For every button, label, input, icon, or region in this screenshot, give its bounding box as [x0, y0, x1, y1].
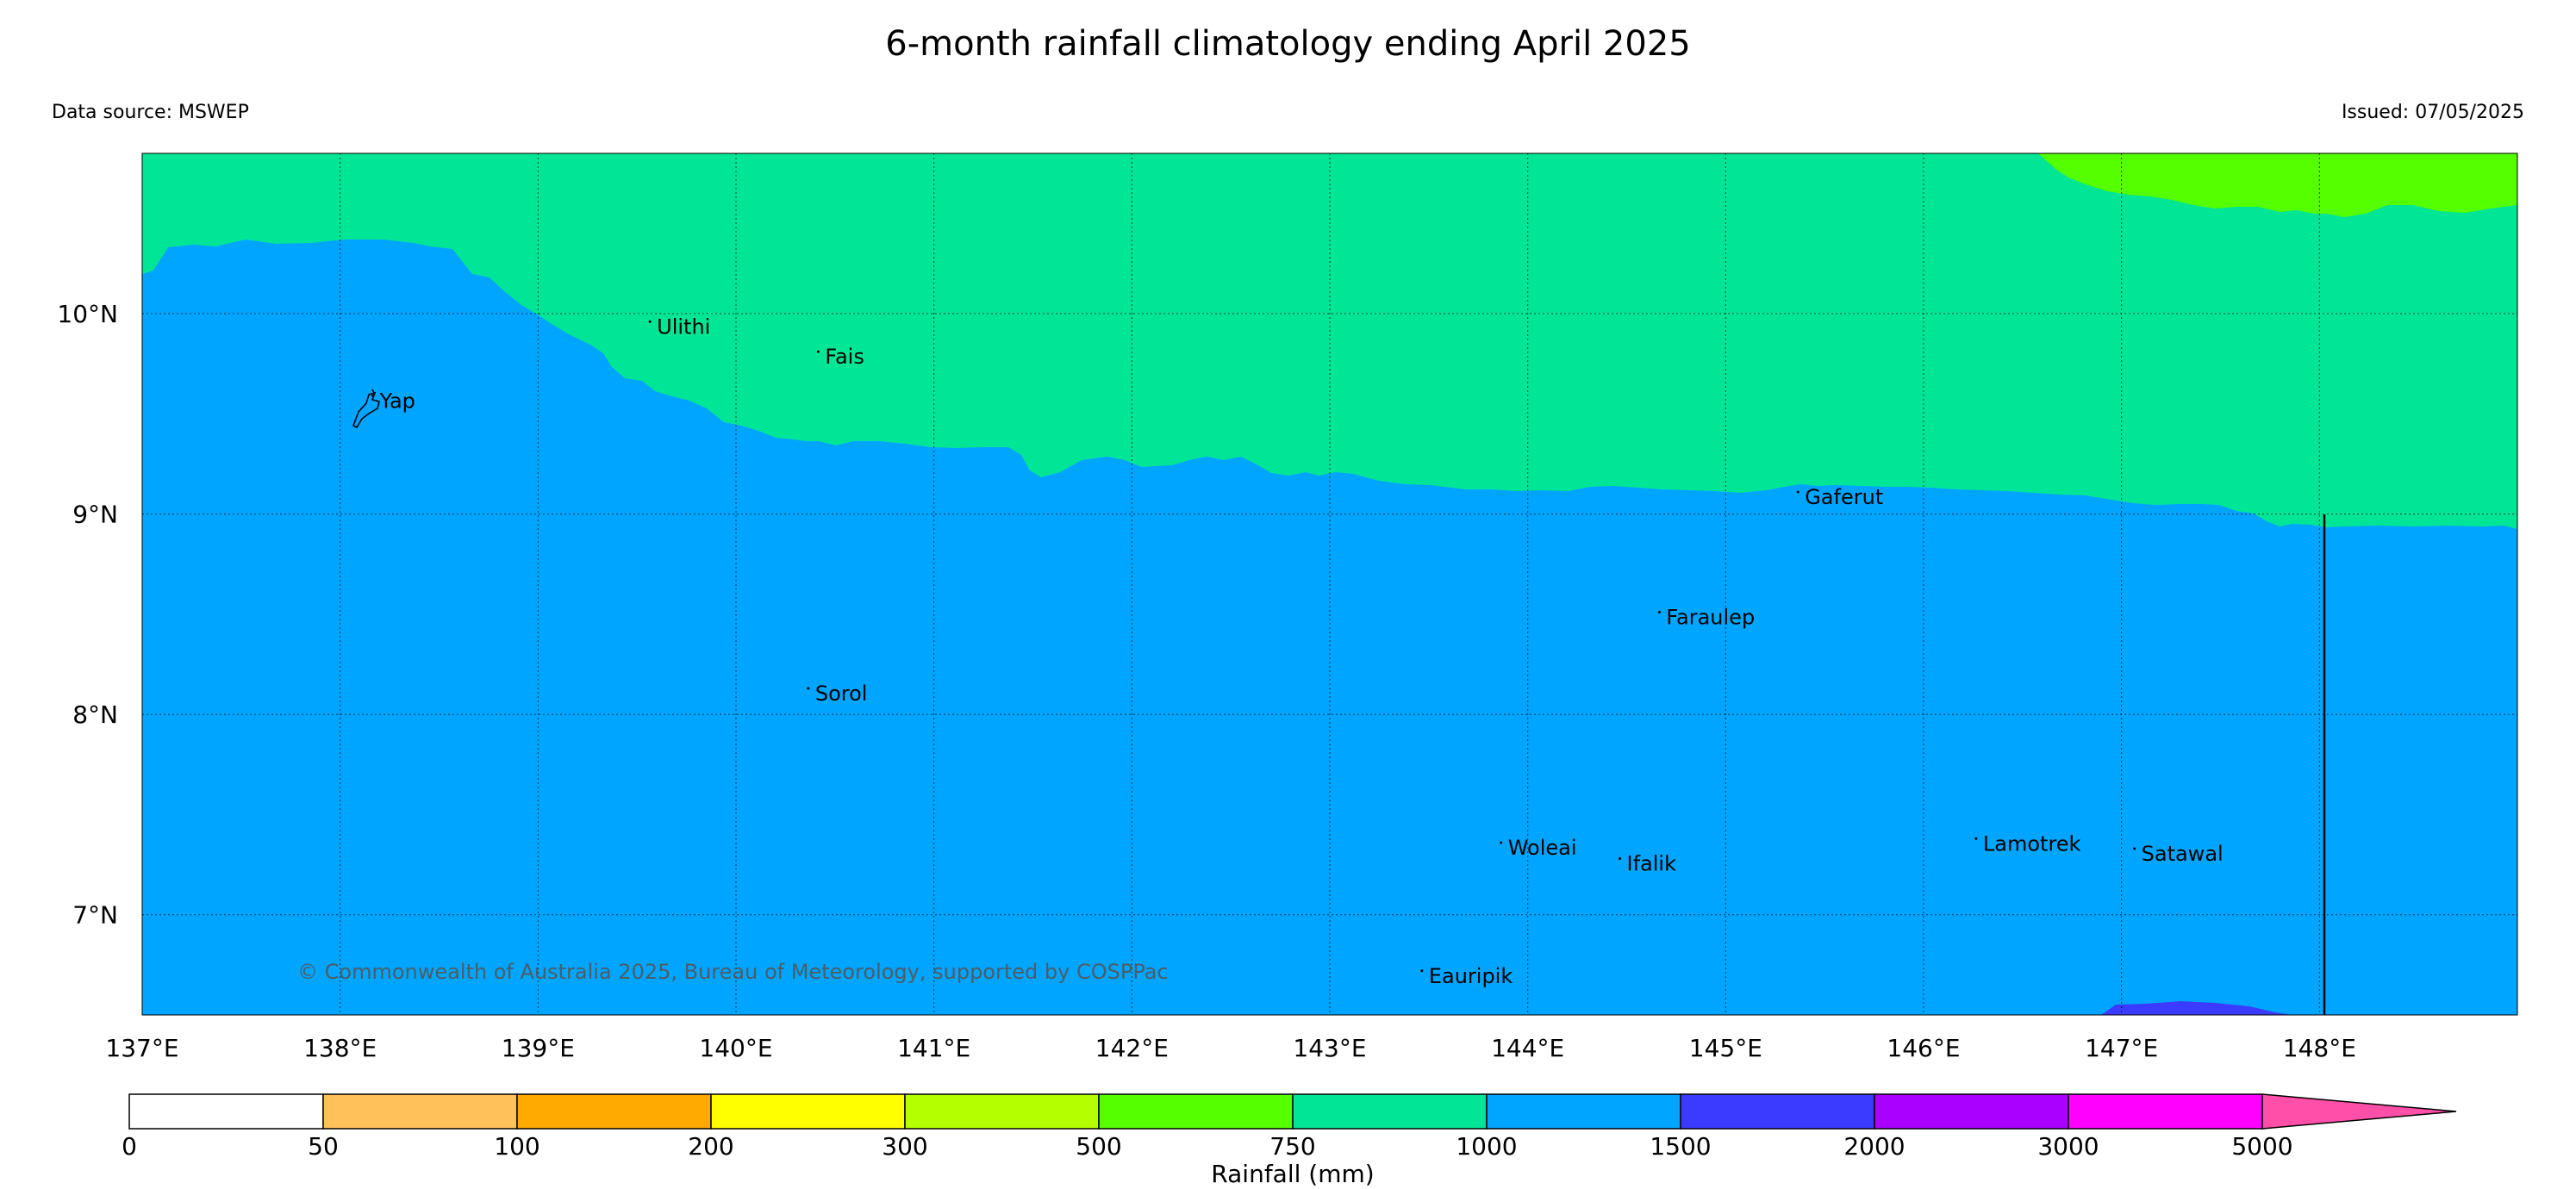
island-marker: [1796, 490, 1799, 494]
longitude-tick-label: 147°E: [2085, 1034, 2158, 1062]
map-frame: [141, 153, 2518, 1016]
island-marker: [816, 350, 820, 353]
colorbar-tick-label: 300: [882, 1132, 927, 1161]
colorbar-segment: [322, 1093, 518, 1130]
island-marker: [807, 687, 810, 690]
place-label: Ifalik: [1627, 852, 1677, 876]
colorbar-tick-label: 50: [308, 1132, 339, 1161]
latitude-tick-label: 7°N: [72, 901, 118, 930]
longitude-tick-label: 139°E: [502, 1034, 575, 1062]
chart-title: 6-month rainfall climatology ending Apri…: [885, 24, 1691, 64]
place-label: Fais: [825, 345, 864, 369]
colorbar-tick-label: 1000: [1456, 1132, 1517, 1161]
colorbar-tick-label: 100: [494, 1132, 540, 1161]
colorbar-tick-label: 5000: [2231, 1132, 2292, 1161]
island-marker: [371, 394, 375, 397]
longitude-tick-label: 144°E: [1491, 1034, 1564, 1062]
zone-1500-2000: [2101, 1001, 2292, 1015]
longitude-tick-label: 145°E: [1689, 1034, 1762, 1062]
colorbar-tick-label: 1500: [1650, 1132, 1711, 1161]
colorbar-segment: [904, 1093, 1100, 1130]
longitude-tick-label: 148°E: [2283, 1034, 2356, 1062]
place-labels: Ulithi Fais Yap Gaferut Faraulep Sorol Woleai I…: [371, 314, 2224, 988]
place-label: Yap: [379, 389, 415, 413]
longitude-labels: 137°E 138°E 139°E 140°E 141°E 142°E 143°E 144°E…: [105, 1034, 2355, 1062]
yap-island-outline: [352, 389, 380, 429]
colorbar-segment: [2068, 1093, 2263, 1130]
colorbar-tick-label: 0: [122, 1132, 137, 1161]
latitude-tick-label: 8°N: [72, 700, 118, 729]
place-label: Gaferut: [1805, 485, 1883, 509]
latitude-tick-label: 10°N: [57, 300, 118, 328]
longitude-tick-label: 142°E: [1095, 1034, 1169, 1062]
place-label: Woleai: [1508, 836, 1577, 860]
place-label: Eauripik: [1429, 964, 1513, 988]
data-source-label: Data source: MSWEP: [52, 102, 249, 123]
colorbar-segment: [1292, 1093, 1488, 1130]
colorbar-segment: [516, 1093, 712, 1130]
colorbar: 0 50 100 200 300 500 750 1000 1500 2000 3000 5000: [122, 1093, 2457, 1161]
island-marker: [1619, 857, 1621, 861]
island-marker: [1500, 841, 1503, 844]
latitude-tick-label: 9°N: [72, 501, 118, 529]
longitude-tick-label: 141°E: [897, 1034, 970, 1062]
island-marker: [1974, 837, 1978, 840]
colorbar-tick-label: 200: [688, 1132, 733, 1161]
island-marker: [648, 320, 652, 323]
island-marker: [1657, 611, 1661, 614]
colorbar-tick-label: 2000: [1843, 1132, 1905, 1161]
colorbar-tick-label: 500: [1076, 1132, 1121, 1161]
colorbar-segment: [1486, 1093, 1681, 1130]
colorbar-tick-label: 3000: [2037, 1132, 2099, 1161]
longitude-tick-label: 146°E: [1887, 1034, 1960, 1062]
longitude-tick-label: 137°E: [105, 1034, 178, 1062]
place-label: Sorol: [815, 682, 868, 706]
colorbar-extension: [2261, 1093, 2457, 1130]
issued-date-label: Issued: 07/05/2025: [2341, 102, 2524, 123]
place-label: Satawal: [2142, 842, 2224, 866]
colorbar-segment: [1098, 1093, 1294, 1130]
colorbar-segment: [710, 1093, 906, 1130]
island-marker: [1420, 969, 1424, 973]
colorbar-label: Rainfall (mm): [1211, 1160, 1374, 1188]
copyright-notice: © Commonwealth of Australia 2025, Bureau…: [297, 960, 1169, 984]
place-label: Ulithi: [657, 314, 710, 339]
longitude-tick-label: 143°E: [1293, 1034, 1366, 1062]
colorbar-tick-label: 750: [1269, 1132, 1315, 1161]
latitude-labels: 10°N 9°N 8°N 7°N: [57, 300, 118, 930]
place-label: Lamotrek: [1983, 831, 2081, 856]
island-marker: [2133, 847, 2136, 850]
colorbar-segment: [1874, 1093, 2069, 1130]
longitude-tick-label: 138°E: [303, 1034, 377, 1062]
zone-500-750: [2038, 153, 2517, 217]
longitude-tick-label: 140°E: [699, 1034, 772, 1062]
place-label: Faraulep: [1666, 606, 1755, 630]
colorbar-segment: [128, 1093, 324, 1130]
colorbar-segment: [1680, 1093, 1875, 1130]
